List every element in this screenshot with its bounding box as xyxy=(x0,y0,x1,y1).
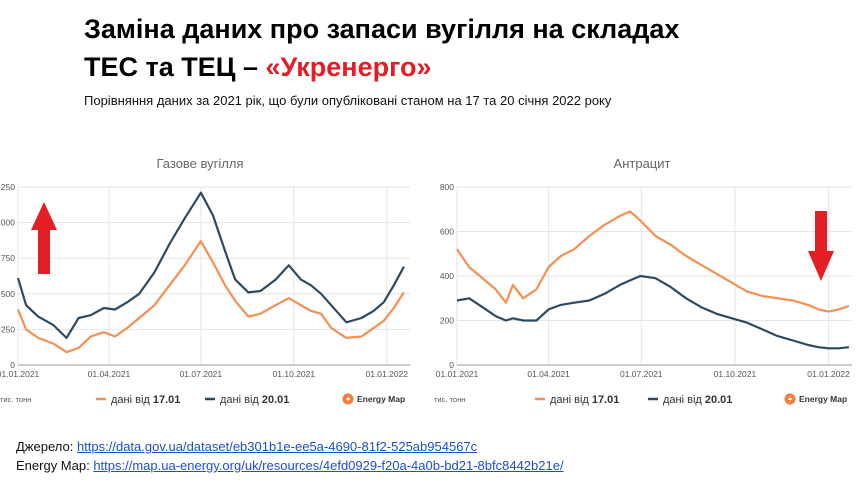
y-tick-label: 1000 xyxy=(0,218,15,228)
y-tick-label: 200 xyxy=(440,316,454,326)
chart-panel-anthracite: Антрацит 0 200 400 600 800 01.01.2021 01.04.202… xyxy=(428,150,857,410)
page-subtitle: Порівняння даних за 2021 рік, що були оп… xyxy=(84,93,612,108)
x-tick-label: 01.04.2021 xyxy=(88,369,131,379)
title-line-1: Заміна даних про запаси вугілля на склад… xyxy=(84,14,680,44)
source-line-1: Джерело: https://data.gov.ua/dataset/eb3… xyxy=(16,437,564,456)
unit-label: тис. тонн xyxy=(434,395,465,404)
y-tick-label: 750 xyxy=(1,253,15,263)
title-line-2-prefix: ТЕС та ТЕЦ – xyxy=(84,52,266,82)
energy-map-bolt-icon xyxy=(346,395,351,404)
y-tick-label: 400 xyxy=(440,271,454,281)
x-tick-label: 01.01.2022 xyxy=(365,369,408,379)
x-tick-label: 01.07.2021 xyxy=(180,369,223,379)
chart-title: Антрацит xyxy=(614,156,671,171)
y-tick-label: 0 xyxy=(449,360,454,370)
x-tick-label: 01.10.2021 xyxy=(714,369,757,379)
chart-title: Газове вугілля xyxy=(156,156,243,171)
x-tick-label: 01.01.2021 xyxy=(436,369,479,379)
legend-label-1: дані від 17.01 xyxy=(111,394,180,406)
energy-map-bolt-icon xyxy=(788,395,793,404)
title-line-2-accent: «Укренерго» xyxy=(265,52,432,82)
y-tick-label: 1250 xyxy=(0,182,15,192)
y-tick-label: 600 xyxy=(440,227,454,237)
sources-block: Джерело: https://data.gov.ua/dataset/eb3… xyxy=(16,437,564,475)
energy-map-brand-label: Energy Map xyxy=(799,394,847,404)
arrow-up-icon xyxy=(31,202,57,274)
series-line-1 xyxy=(456,210,850,313)
source-label-1: Джерело: xyxy=(16,439,77,454)
source-label-2: Energy Map: xyxy=(16,458,94,473)
series-line-2 xyxy=(16,191,405,339)
x-tick-label: 01.07.2021 xyxy=(620,369,663,379)
arrow-down-icon xyxy=(808,211,834,281)
page-title: Заміна даних про запаси вугілля на склад… xyxy=(84,10,679,86)
legend-label-2: дані від 20.01 xyxy=(220,394,289,406)
y-tick-label: 500 xyxy=(1,289,15,299)
x-tick-label: 01.10.2021 xyxy=(273,369,316,379)
series-line-2 xyxy=(456,274,850,350)
legend-label-1: дані від 17.01 xyxy=(550,394,619,406)
x-tick-label: 01.01.2021 xyxy=(0,369,40,379)
energy-map-brand-label: Energy Map xyxy=(357,394,405,404)
source-line-2: Energy Map: https://map.ua-energy.org/uk… xyxy=(16,456,564,475)
chart-gas-coal: Газове вугілля 0 250 500 750 1000 1250 01.01.20… xyxy=(0,156,410,406)
series-line-1 xyxy=(16,239,405,354)
y-tick-label: 800 xyxy=(440,182,454,192)
chart-panel-gas-coal: Газове вугілля 0 250 500 750 1000 1250 01.01.20… xyxy=(0,150,420,410)
y-tick-label: 250 xyxy=(1,324,15,334)
source-link-data-gov[interactable]: https://data.gov.ua/dataset/eb301b1e-ee5… xyxy=(76,439,478,454)
unit-label: тис. тонн xyxy=(0,395,31,404)
legend-label-2: дані від 20.01 xyxy=(663,394,732,406)
source-link-energy-map[interactable]: https://map.ua-energy.org/uk/resources/4… xyxy=(93,458,564,473)
y-tick-label: 0 xyxy=(10,360,15,370)
x-tick-label: 01.01.2022 xyxy=(807,369,850,379)
x-tick-label: 01.04.2021 xyxy=(527,369,570,379)
chart-anthracite: Антрацит 0 200 400 600 800 01.01.2021 01.04.202… xyxy=(434,156,852,406)
